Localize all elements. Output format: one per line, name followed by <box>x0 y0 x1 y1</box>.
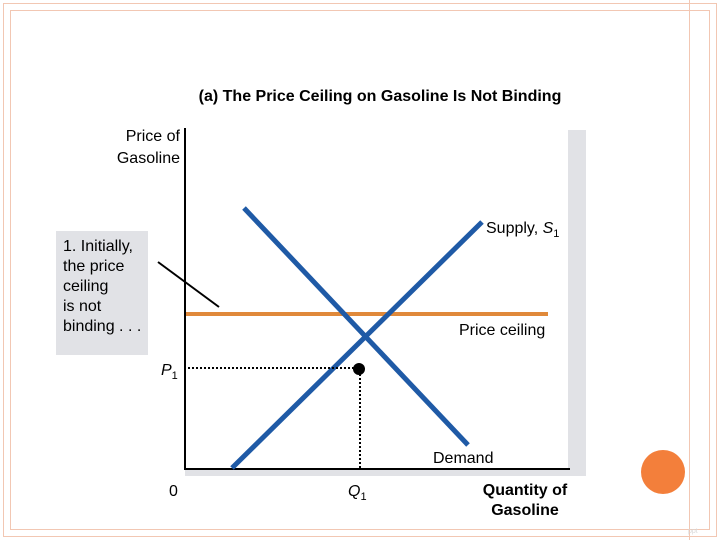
plot-shadow-bottom <box>185 468 586 476</box>
price-ceiling-label: Price ceiling <box>459 322 546 339</box>
p1-sub: 1 <box>171 370 178 383</box>
callout-line: the price <box>63 258 125 275</box>
x-axis-label-line1: Quantity of <box>482 482 568 499</box>
q1-label: Q1 <box>348 483 367 503</box>
x-axis-label-line2: Gasoline <box>491 502 559 519</box>
q1-sub: 1 <box>360 491 367 504</box>
supply-curve <box>230 220 484 470</box>
p1-label: P1 <box>161 362 178 382</box>
callout-line: 1. Initially, <box>63 238 133 255</box>
y-axis-label: Price of Gasoline <box>86 126 180 170</box>
supply-label-symbol: S <box>542 220 554 237</box>
supply-label-sub: 1 <box>553 228 560 241</box>
footer-watermark: ppt <box>688 528 698 535</box>
callout-line: binding . . . <box>63 318 142 335</box>
accent-circle <box>641 450 685 494</box>
y-axis-label-line2: Gasoline <box>116 150 180 167</box>
callout-line: ceiling <box>63 278 109 295</box>
diagram-title: (a) The Price Ceiling on Gasoline Is Not… <box>198 88 562 105</box>
supply-label-text: Supply, <box>486 220 543 237</box>
supply-label: Supply, S1 <box>486 220 559 240</box>
plot-shadow-right <box>568 130 586 470</box>
callout-pointer <box>157 261 220 308</box>
equilibrium-point <box>353 363 365 375</box>
p1-symbol: P <box>161 362 172 379</box>
demand-curve <box>242 206 470 447</box>
x-axis-label: Quantity of Gasoline <box>470 481 580 521</box>
origin-label: 0 <box>169 483 178 500</box>
callout-line: is not <box>63 298 102 315</box>
q1-symbol: Q <box>348 483 361 500</box>
callout-box: 1. Initially, the price ceiling is not b… <box>56 231 148 355</box>
demand-label: Demand <box>433 450 494 467</box>
y-axis-label-line1: Price of <box>125 128 180 145</box>
